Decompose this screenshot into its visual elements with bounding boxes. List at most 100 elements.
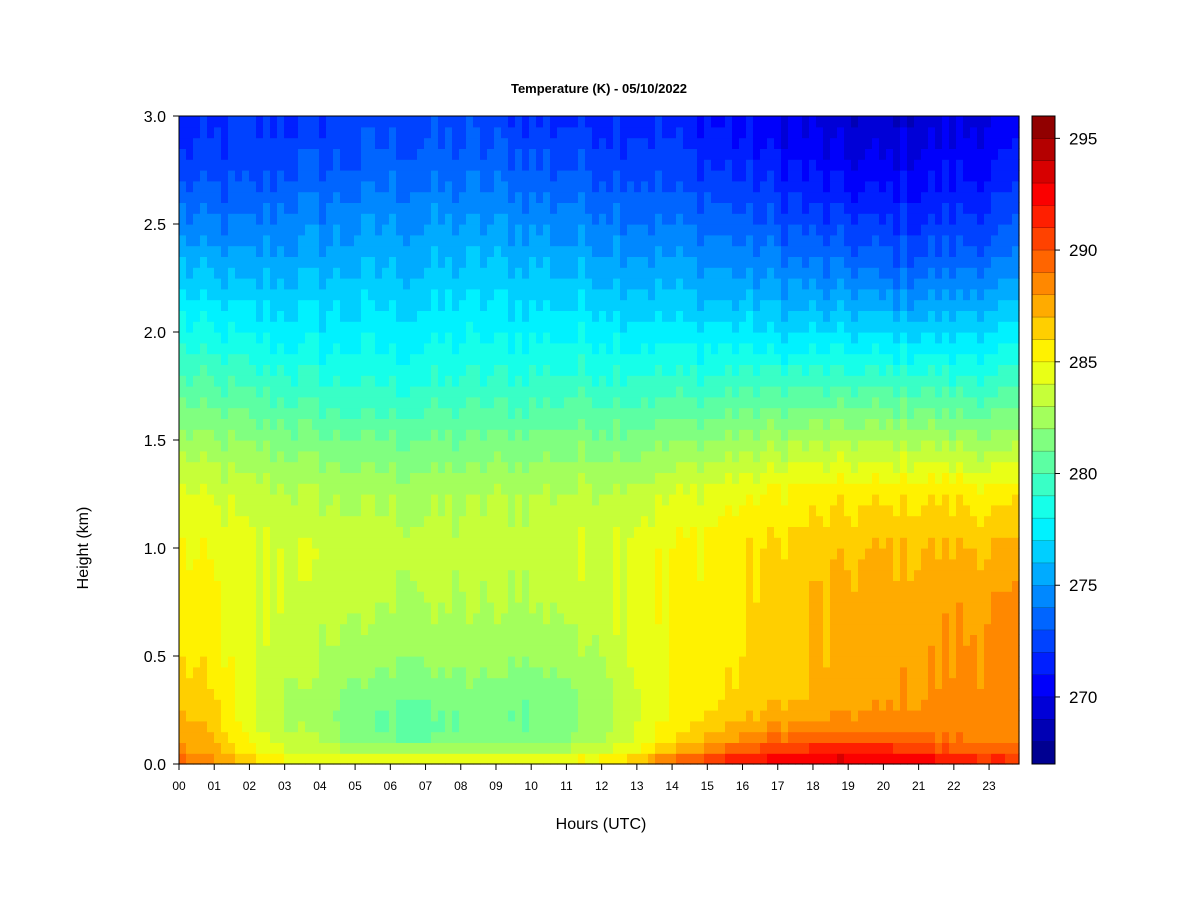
heatmap-cell	[291, 321, 299, 333]
heatmap-cell	[655, 569, 663, 581]
heatmap-cell	[270, 526, 278, 538]
heatmap-cell	[522, 602, 530, 614]
heatmap-cell	[396, 526, 404, 538]
heatmap-cell	[529, 148, 537, 160]
heatmap-cell	[732, 332, 740, 344]
heatmap-cell	[389, 234, 397, 247]
heatmap-cell	[305, 288, 313, 301]
heatmap-cell	[522, 245, 530, 257]
heatmap-cell	[529, 634, 537, 646]
heatmap-cell	[522, 645, 530, 657]
heatmap-cell	[501, 483, 509, 495]
heatmap-cell	[613, 461, 621, 473]
heatmap-cell	[501, 461, 509, 473]
heatmap-cell	[571, 558, 579, 571]
heatmap-cell	[711, 126, 719, 139]
heatmap-cell	[557, 450, 565, 463]
heatmap-cell	[641, 656, 649, 668]
heatmap-cell	[207, 386, 215, 398]
heatmap-cell	[431, 407, 439, 419]
heatmap-cell	[585, 332, 593, 344]
heatmap-cell	[354, 450, 362, 463]
heatmap-cell	[711, 418, 719, 430]
heatmap-cell	[396, 321, 404, 333]
heatmap-cell	[361, 461, 369, 473]
heatmap-cell	[480, 267, 488, 279]
heatmap-cell	[571, 688, 579, 700]
heatmap-cell	[606, 699, 614, 711]
heatmap-cell	[536, 548, 544, 560]
heatmap-cell	[634, 278, 642, 290]
heatmap-cell	[592, 699, 600, 711]
heatmap-cell	[571, 267, 579, 279]
heatmap-cell	[522, 375, 530, 387]
heatmap-cell	[438, 224, 446, 236]
heatmap-cell	[438, 202, 446, 214]
heatmap-cell	[340, 148, 348, 160]
heatmap-cell	[634, 353, 642, 365]
heatmap-cell	[333, 537, 341, 549]
heatmap-cell	[543, 656, 551, 668]
heatmap-cell	[424, 353, 432, 365]
heatmap-cell	[620, 731, 628, 743]
heatmap-cell	[683, 375, 691, 387]
heatmap-cell	[207, 483, 215, 495]
heatmap-cell	[494, 645, 502, 657]
heatmap-cell	[508, 353, 516, 365]
heatmap-cell	[683, 548, 691, 560]
heatmap-cell	[606, 666, 614, 679]
heatmap-cell	[179, 753, 187, 765]
heatmap-cell	[536, 299, 544, 311]
heatmap-cell	[585, 342, 593, 355]
heatmap-cell	[263, 515, 271, 527]
heatmap-cell	[319, 504, 327, 517]
heatmap-cell	[221, 342, 229, 355]
heatmap-cell	[571, 407, 579, 419]
heatmap-cell	[235, 688, 243, 700]
heatmap-cell	[305, 494, 313, 506]
heatmap-cell	[571, 472, 579, 484]
heatmap-cell	[536, 504, 544, 517]
heatmap-cell	[662, 396, 670, 409]
heatmap-cell	[396, 170, 404, 182]
heatmap-cell	[732, 224, 740, 236]
heatmap-cell	[186, 245, 194, 257]
heatmap-cell	[277, 515, 285, 527]
heatmap-cell	[403, 224, 411, 236]
heatmap-cell	[578, 483, 586, 495]
heatmap-cell	[375, 353, 383, 365]
heatmap-cell	[207, 504, 215, 517]
heatmap-cell	[298, 450, 306, 463]
heatmap-cell	[228, 159, 236, 171]
heatmap-cell	[501, 634, 509, 646]
heatmap-cell	[641, 440, 649, 452]
heatmap-cell	[571, 386, 579, 398]
heatmap-cell	[655, 602, 663, 614]
heatmap-cell	[599, 494, 607, 506]
heatmap-cell	[641, 710, 649, 722]
heatmap-cell	[634, 483, 642, 495]
heatmap-cell	[529, 688, 537, 700]
heatmap-cell	[592, 267, 600, 279]
heatmap-cell	[207, 407, 215, 419]
heatmap-cell	[501, 342, 509, 355]
heatmap-cell	[431, 440, 439, 452]
heatmap-cell	[711, 353, 719, 365]
heatmap-cell	[515, 515, 523, 527]
heatmap-cell	[725, 450, 733, 463]
heatmap-cell	[697, 180, 705, 193]
heatmap-cell	[739, 342, 747, 355]
heatmap-cell	[585, 407, 593, 419]
heatmap-cell	[543, 537, 551, 549]
heatmap-cell	[655, 472, 663, 484]
heatmap-cell	[319, 342, 327, 355]
heatmap-cell	[676, 202, 684, 214]
heatmap-cell	[592, 278, 600, 290]
heatmap-cell	[242, 191, 250, 203]
heatmap-cell	[333, 580, 341, 592]
heatmap-cell	[585, 677, 593, 689]
heatmap-cell	[718, 483, 726, 495]
heatmap-cell	[655, 612, 663, 625]
heatmap-cell	[718, 278, 726, 290]
heatmap-cell	[347, 267, 355, 279]
